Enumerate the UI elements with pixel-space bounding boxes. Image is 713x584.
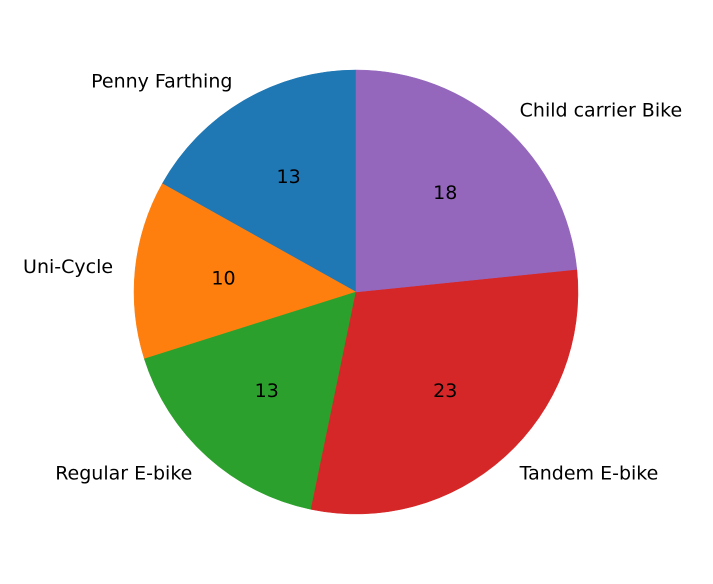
pie-slice-penny-farthing — [161, 69, 357, 293]
slice-value-penny-farthing: 13 — [277, 166, 301, 188]
slice-label-uni-cycle: Uni-Cycle — [23, 256, 113, 278]
pie-slices — [133, 69, 579, 515]
pie-slice-tandem-e-bike — [310, 269, 579, 515]
pie-slice-regular-e-bike — [143, 291, 357, 510]
slice-label-tandem-e-bike: Tandem E-bike — [519, 462, 659, 484]
slice-value-regular-e-bike: 13 — [255, 380, 279, 402]
slice-label-child-carrier-bike: Child carrier Bike — [520, 100, 683, 122]
slice-label-penny-farthing: Penny Farthing — [91, 70, 232, 92]
slice-value-child-carrier-bike: 18 — [433, 182, 457, 204]
slice-value-uni-cycle: 10 — [211, 267, 235, 289]
pie-labels: Penny Farthing 13 Uni-Cycle 10 Regular E-bik… — [23, 70, 682, 484]
slice-value-tandem-e-bike: 23 — [433, 380, 457, 402]
pie-slice-child-carrier-bike — [355, 69, 578, 293]
slice-label-regular-e-bike: Regular E-bike — [55, 462, 192, 484]
pie-slice-uni-cycle — [133, 183, 357, 360]
